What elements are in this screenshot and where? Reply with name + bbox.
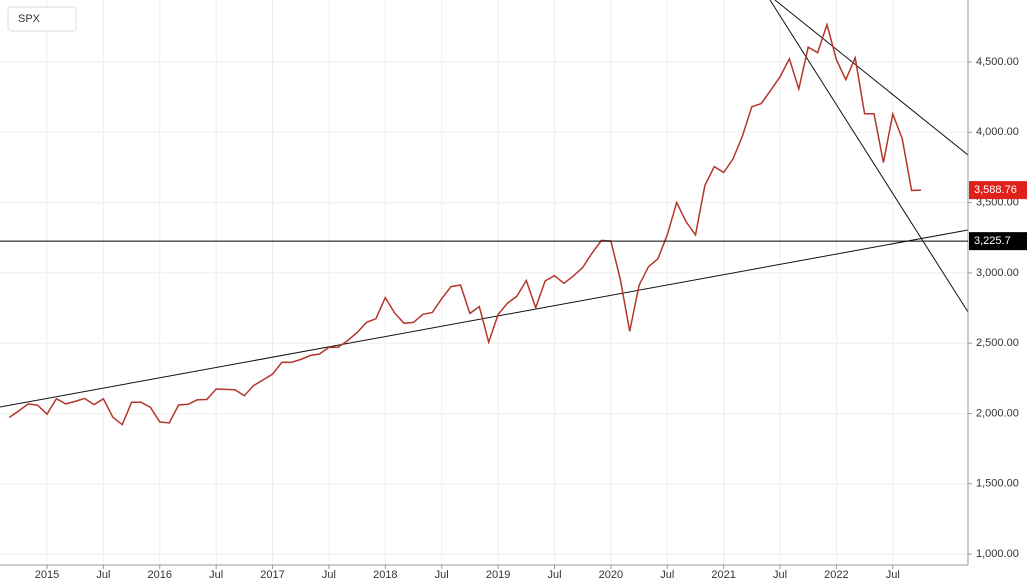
trend-line — [769, 0, 969, 313]
x-tick-label: 2018 — [373, 569, 397, 581]
last-price-tag — [969, 181, 1027, 200]
last-price-label: 3,588.76 — [974, 184, 1017, 196]
y-tick-label: 4,500.00 — [976, 56, 1019, 68]
x-tick-label: 2016 — [148, 569, 172, 581]
x-tick-label: Jul — [96, 569, 110, 581]
x-tick-label: 2017 — [260, 569, 284, 581]
y-tick-label: 1,000.00 — [976, 548, 1019, 560]
symbol-box[interactable] — [7, 6, 77, 32]
y-tick-label: 2,500.00 — [976, 337, 1019, 349]
x-tick-label: Jul — [322, 569, 336, 581]
x-tick-label: Jul — [547, 569, 561, 581]
y-tick-label: 4,000.00 — [976, 126, 1019, 138]
x-tick-label: Jul — [773, 569, 787, 581]
x-tick-label: 2021 — [711, 569, 735, 581]
x-tick-label: Jul — [435, 569, 449, 581]
x-tick-label: Jul — [209, 569, 223, 581]
x-tick-label: Jul — [886, 569, 900, 581]
trend-line — [0, 229, 969, 408]
x-tick-label: 2022 — [824, 569, 848, 581]
price-tag — [969, 232, 1027, 251]
x-tick-label: Jul — [660, 569, 674, 581]
y-tick-label: 2,000.00 — [976, 407, 1019, 419]
y-tick-label: 3,500.00 — [976, 196, 1019, 208]
x-tick-label: 2015 — [35, 569, 59, 581]
trend-line — [774, 0, 969, 156]
x-tick-label: 2019 — [486, 569, 510, 581]
price-tag-label: 3,225.7 — [974, 235, 1011, 247]
symbol: SPX — [18, 13, 41, 25]
y-tick-label: 3,000.00 — [976, 267, 1019, 279]
price-line — [8, 22, 922, 426]
x-tick-label: 2020 — [599, 569, 623, 581]
y-tick-label: 1,500.00 — [976, 478, 1019, 490]
